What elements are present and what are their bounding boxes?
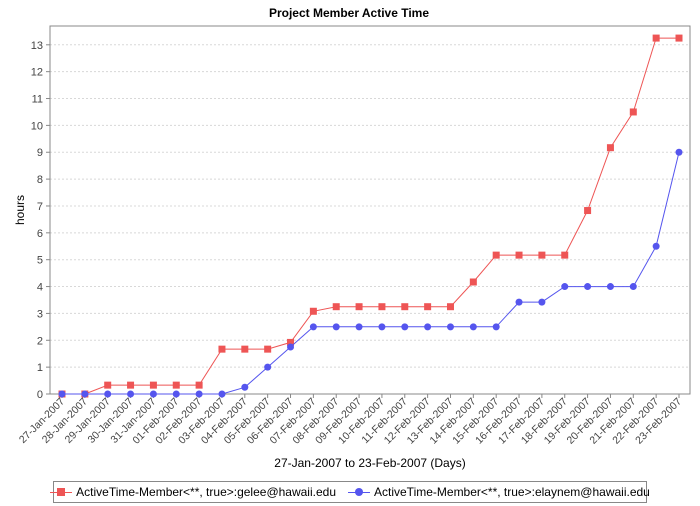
line-chart: Project Member Active Time 0123456789101… [13,6,691,470]
y-tick-label: 3 [37,308,43,320]
chart-title: Project Member Active Time [269,6,429,20]
data-point [538,251,546,259]
data-point [149,381,157,389]
data-point [127,390,135,398]
data-point [355,303,363,311]
data-point [287,343,295,351]
data-point [469,323,477,331]
data-point [561,251,569,259]
y-tick-label: 7 [37,201,43,213]
data-point [195,381,203,389]
data-point [515,298,523,306]
y-tick-label: 4 [37,282,43,294]
data-point [309,307,317,315]
data-point [424,323,432,331]
data-point [652,242,660,250]
x-axis-label: 27-Jan-2007 to 23-Feb-2007 (Days) [274,456,465,470]
y-tick-label: 5 [37,255,43,267]
data-point [195,390,203,398]
data-point [469,278,477,286]
data-point [401,323,409,331]
data-point [446,303,454,311]
data-point [424,303,432,311]
series-line [62,37,679,395]
y-tick-label: 1 [37,362,43,374]
data-point [355,323,363,331]
data-point [606,283,614,291]
data-point [218,345,226,353]
data-point [287,338,295,346]
data-point [492,323,500,331]
y-tick-label: 8 [37,174,43,186]
legend: ActiveTime-Member<**, true>:gelee@hawaii… [50,481,650,503]
data-point [104,381,112,389]
data-point [401,303,409,311]
series-layer [58,34,683,398]
y-tick-label: 12 [31,67,43,79]
y-tick-label: 9 [37,147,43,159]
data-point [332,323,340,331]
x-axis-ticks: 27-Jan-200728-Jan-200729-Jan-200730-Jan-… [17,394,684,447]
data-point [675,148,683,156]
data-point [629,108,637,116]
data-point [538,298,546,306]
series-line [62,152,680,395]
legend-label-gelee: ActiveTime-Member<**, true>:gelee@hawaii… [76,485,336,499]
y-tick-label: 13 [31,40,43,52]
legend-item-gelee: ActiveTime-Member<**, true>:gelee@hawaii… [50,485,336,499]
legend-swatch-circle-icon [348,486,370,498]
y-tick-label: 0 [37,389,43,401]
data-point [652,34,660,42]
plot-area [49,25,691,395]
data-point [584,283,592,291]
data-point [264,345,272,353]
data-point [515,251,523,259]
data-point [218,390,226,398]
data-point [172,390,180,398]
data-point [606,144,614,152]
legend-label-elaynem: ActiveTime-Member<**, true>:elaynem@hawa… [374,485,650,499]
data-point [378,303,386,311]
data-point [446,323,454,331]
data-point [81,390,89,398]
gridlines [50,44,690,368]
data-point [58,390,66,398]
y-tick-label: 11 [32,94,43,106]
data-point [309,323,317,331]
y-tick-label: 6 [37,228,43,240]
data-point [104,390,112,398]
legend-item-elaynem: ActiveTime-Member<**, true>:elaynem@hawa… [348,485,650,499]
y-tick-label: 10 [31,120,43,132]
data-point [332,303,340,311]
y-axis-label: hours [13,195,27,225]
data-point [492,251,500,259]
y-tick-label: 2 [37,335,43,347]
data-point [264,363,272,371]
data-point [675,34,683,42]
legend-swatch-square-icon [50,486,73,498]
data-point [241,383,249,391]
data-point [378,323,386,331]
data-point [149,390,157,398]
data-point [127,381,135,389]
data-point [172,381,180,389]
data-point [584,207,592,215]
data-point [561,283,569,291]
data-point [629,283,637,291]
data-point [241,345,249,353]
